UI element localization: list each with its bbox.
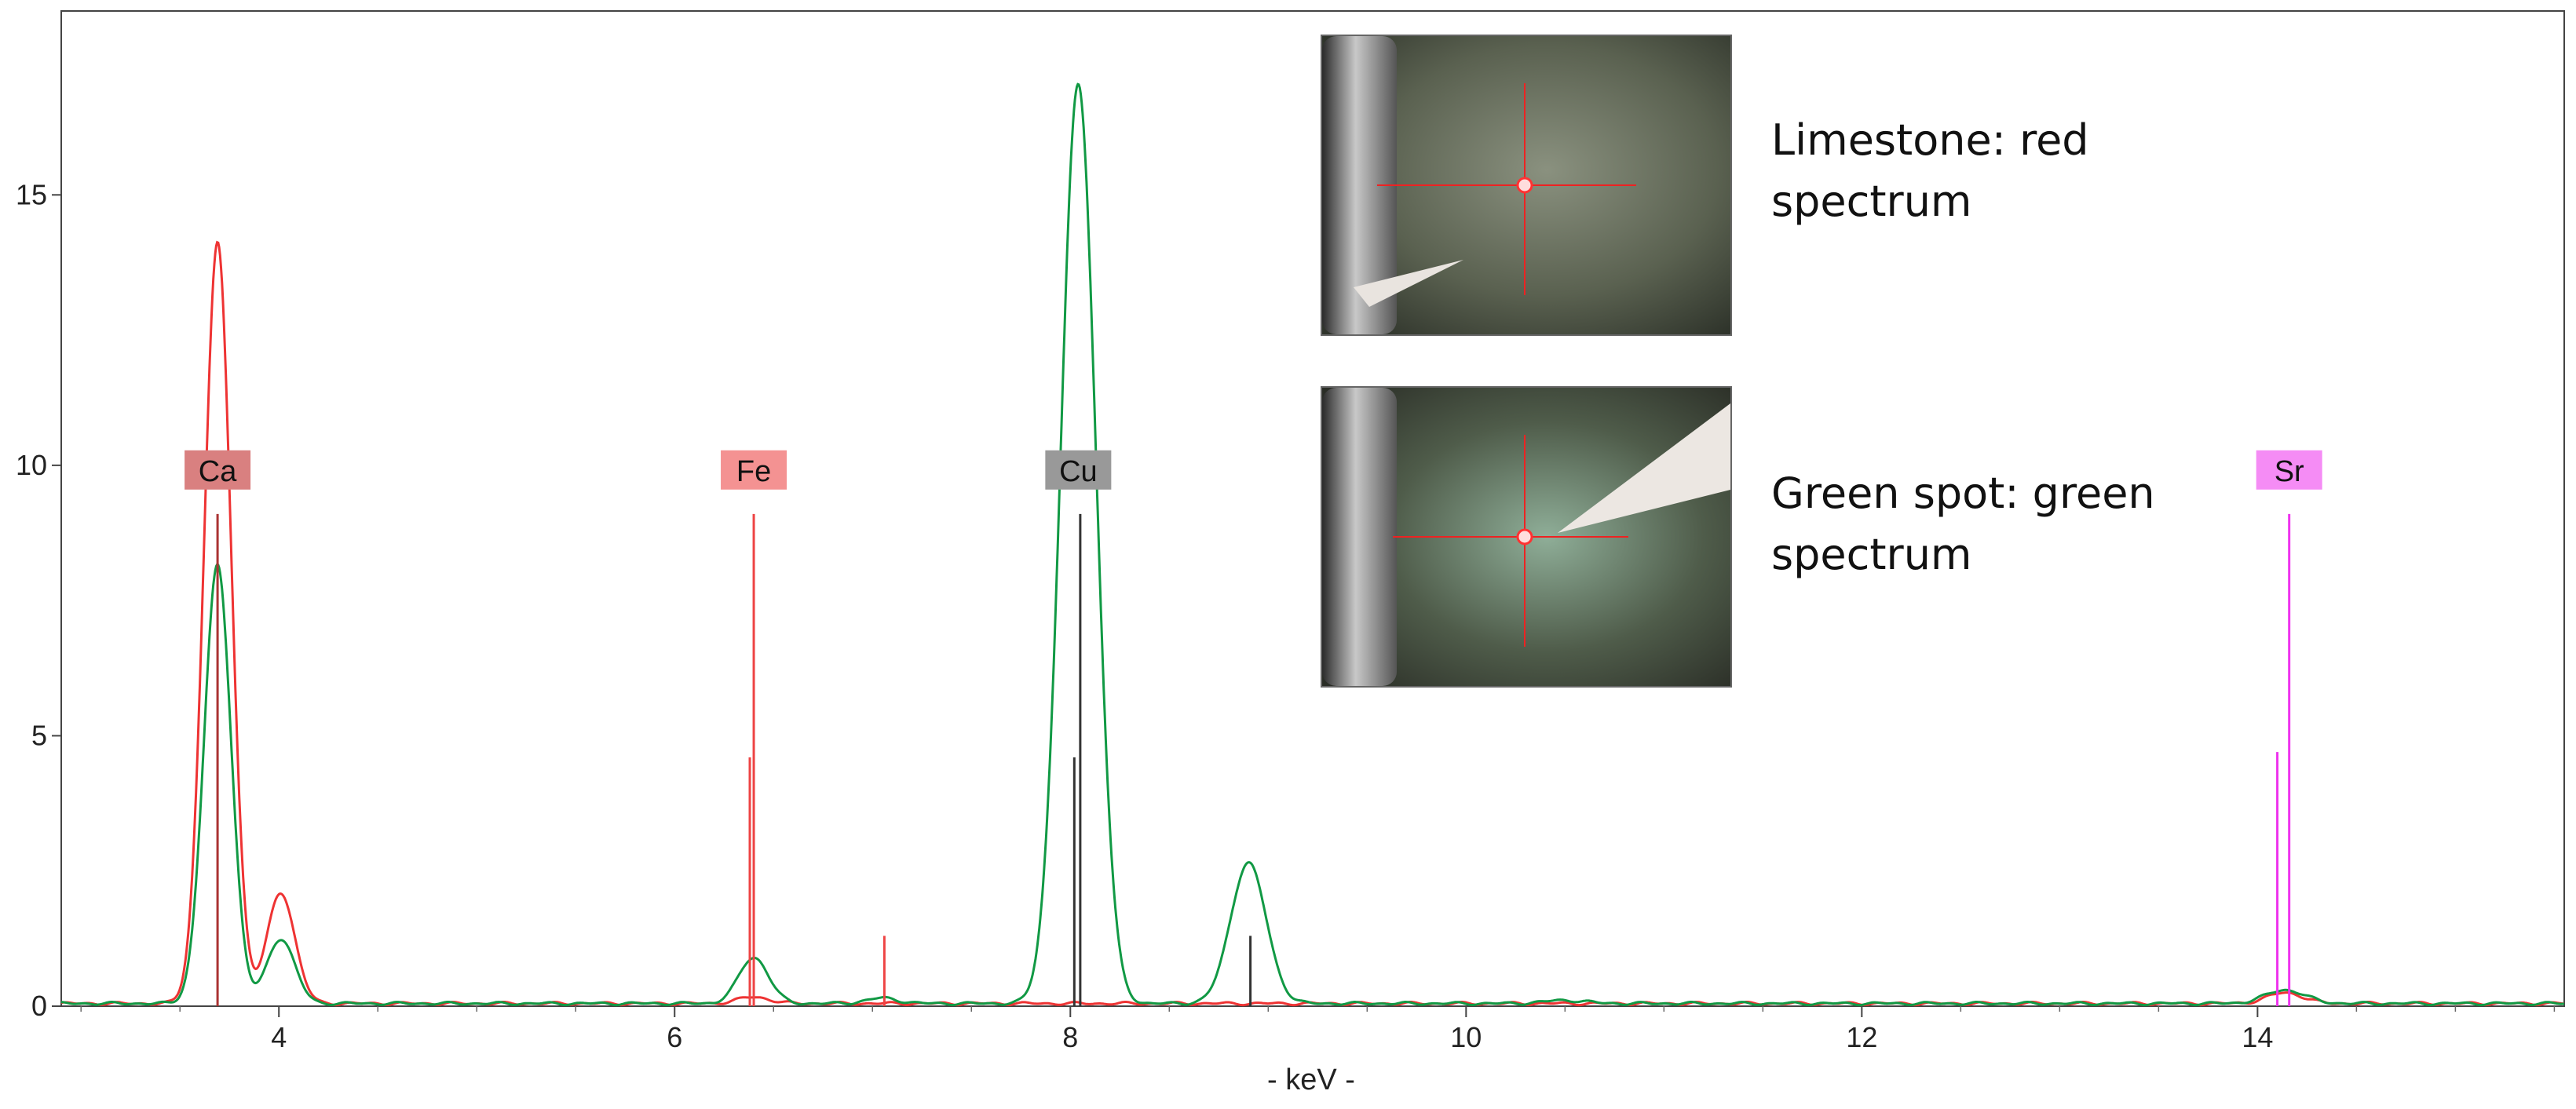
plot-frame [60,10,2565,1007]
x-tick-label: 4 [271,1021,287,1053]
limestone-caption: Limestone: red spectrum [1771,115,2089,226]
spectrum-line-red [60,240,2564,1007]
x-tick-label: 6 [667,1021,682,1053]
x-tick-label: 8 [1062,1021,1078,1053]
x-axis-label: - keV - [1267,1063,1355,1096]
element-label-cu: Cu [1059,455,1098,488]
element-badge-sr [2256,450,2322,490]
x-tick-label: 12 [1846,1021,1877,1053]
green-spot-caption: Green spot: green spectrum [1771,469,2155,579]
element-label-sr: Sr [2275,455,2304,488]
y-axis-ticks: 0 5 10 15 [16,178,61,1022]
element-badge-fe [721,450,787,490]
element-label-fe: Fe [736,455,771,488]
element-badge-ca [185,450,251,490]
y-tick-label: 10 [16,449,47,481]
element-label-ca: Ca [199,455,237,488]
y-tick-label: 0 [31,990,47,1022]
x-tick-label: 10 [1450,1021,1482,1053]
element-markers: Ca Fe Cu Sr [185,450,2322,1006]
spectrum-line-green [60,82,2565,1007]
spectra [60,82,2565,1007]
element-badge-cu [1045,450,1112,490]
green-spot-photo [1321,386,1732,688]
x-tick-label: 14 [2242,1021,2273,1053]
y-tick-label: 15 [16,178,47,210]
x-axis-ticks: 4 6 8 10 12 14 [80,1006,2556,1053]
y-tick-label: 5 [31,719,47,751]
limestone-spot-photo [1321,35,1732,336]
